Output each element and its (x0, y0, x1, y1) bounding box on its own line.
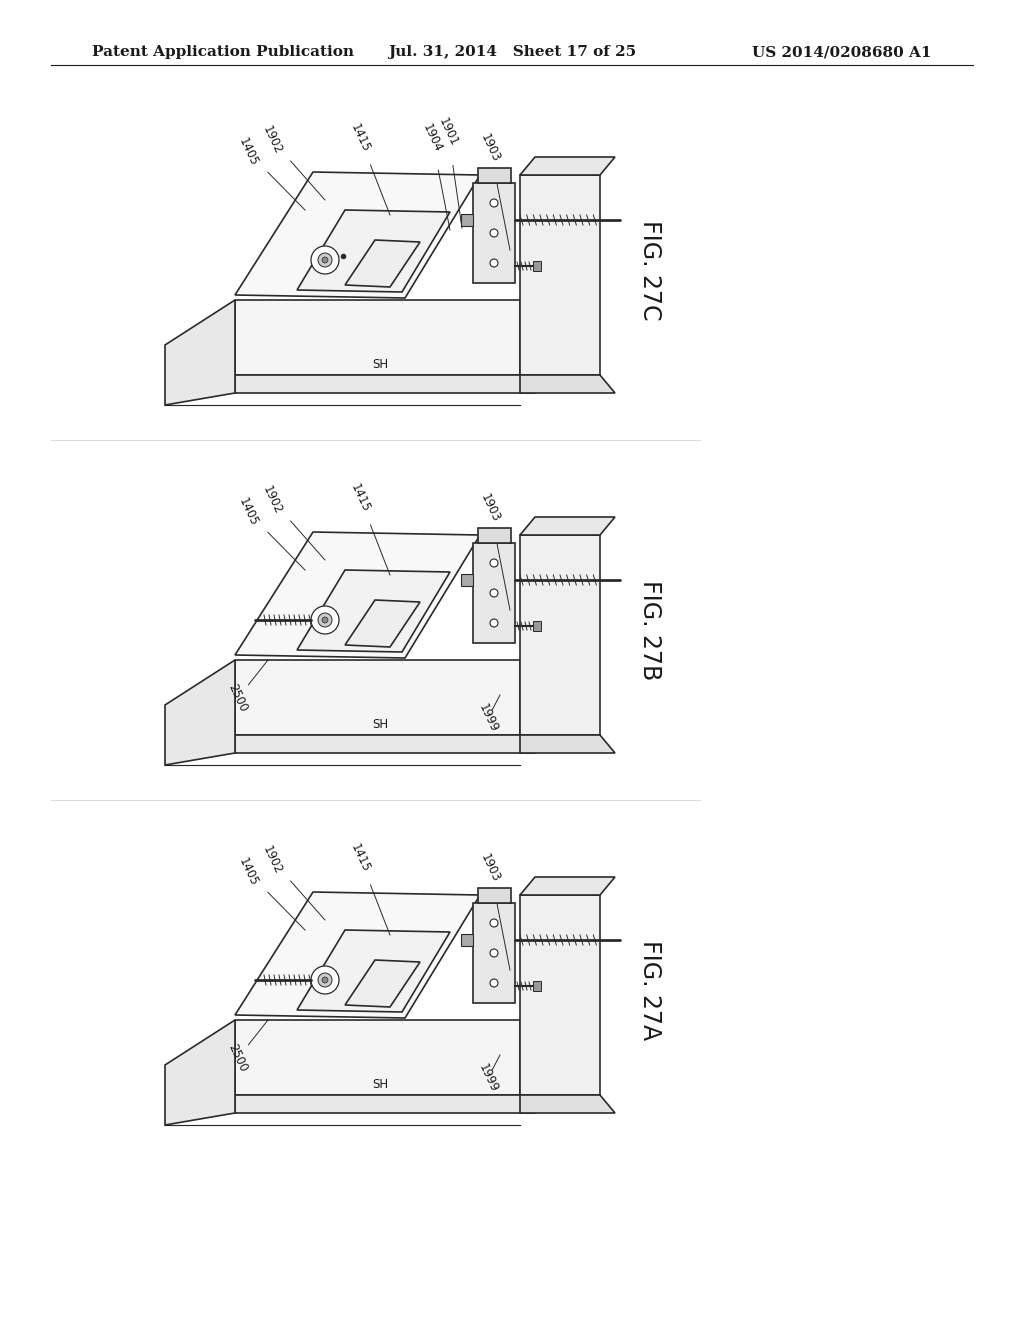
Polygon shape (520, 876, 615, 895)
Bar (461, 935, 473, 946)
Bar (461, 214, 473, 226)
Polygon shape (234, 660, 520, 735)
Polygon shape (520, 895, 600, 1096)
Circle shape (311, 246, 339, 275)
Polygon shape (234, 375, 535, 393)
Text: 1901: 1901 (436, 116, 460, 148)
Polygon shape (520, 535, 600, 735)
Text: 1405: 1405 (236, 496, 260, 528)
Bar (534, 620, 541, 631)
Polygon shape (478, 528, 511, 543)
Polygon shape (520, 176, 600, 375)
Circle shape (318, 253, 332, 267)
Text: 1405: 1405 (236, 136, 260, 168)
Circle shape (490, 949, 498, 957)
Text: 1405: 1405 (236, 855, 260, 888)
Circle shape (490, 228, 498, 238)
Circle shape (490, 589, 498, 597)
Polygon shape (234, 735, 535, 752)
Text: 1415: 1415 (348, 482, 372, 515)
Polygon shape (473, 543, 515, 643)
Text: 1902: 1902 (260, 843, 285, 876)
Polygon shape (520, 375, 615, 393)
Circle shape (318, 612, 332, 627)
Polygon shape (165, 660, 234, 766)
Polygon shape (234, 172, 480, 298)
Polygon shape (234, 532, 480, 657)
Circle shape (322, 616, 328, 623)
Circle shape (318, 973, 332, 987)
Text: 1415: 1415 (348, 842, 372, 874)
Text: 1902: 1902 (260, 124, 285, 156)
Text: 1903: 1903 (478, 132, 502, 164)
Text: Patent Application Publication: Patent Application Publication (92, 45, 354, 59)
Text: Jul. 31, 2014   Sheet 17 of 25: Jul. 31, 2014 Sheet 17 of 25 (388, 45, 636, 59)
Text: US 2014/0208680 A1: US 2014/0208680 A1 (753, 45, 932, 59)
Circle shape (490, 619, 498, 627)
Polygon shape (473, 183, 515, 282)
Polygon shape (345, 601, 420, 647)
Bar (534, 981, 541, 991)
Circle shape (490, 558, 498, 568)
Polygon shape (234, 1096, 535, 1113)
Text: 1902: 1902 (260, 483, 285, 516)
Polygon shape (345, 240, 420, 286)
Text: FIG. 27C: FIG. 27C (638, 219, 662, 321)
Bar (534, 261, 541, 271)
Polygon shape (234, 892, 480, 1018)
Text: 1415: 1415 (348, 121, 372, 154)
Polygon shape (234, 1020, 520, 1096)
Polygon shape (473, 903, 515, 1003)
Text: 2500: 2500 (226, 682, 250, 714)
Circle shape (311, 966, 339, 994)
Text: 1903: 1903 (478, 492, 502, 524)
Polygon shape (297, 931, 450, 1012)
Circle shape (490, 919, 498, 927)
Polygon shape (297, 210, 450, 292)
Polygon shape (165, 1020, 234, 1125)
Text: SH: SH (372, 718, 388, 731)
Bar (461, 574, 473, 586)
Polygon shape (478, 168, 511, 183)
Polygon shape (297, 570, 450, 652)
Polygon shape (520, 157, 615, 176)
Polygon shape (520, 735, 615, 752)
Polygon shape (234, 300, 520, 375)
Text: 2500: 2500 (226, 1041, 250, 1074)
Text: 1999: 1999 (476, 1061, 501, 1094)
Polygon shape (345, 960, 420, 1007)
Text: 1903: 1903 (478, 851, 502, 884)
Circle shape (490, 259, 498, 267)
Text: 1999: 1999 (476, 702, 501, 734)
Text: FIG. 27A: FIG. 27A (638, 940, 662, 1040)
Text: SH: SH (372, 1078, 388, 1092)
Circle shape (490, 199, 498, 207)
Circle shape (490, 979, 498, 987)
Text: FIG. 27B: FIG. 27B (638, 579, 662, 680)
Text: SH: SH (372, 359, 388, 371)
Polygon shape (520, 1096, 615, 1113)
Text: 1904: 1904 (420, 121, 444, 154)
Polygon shape (520, 517, 615, 535)
Polygon shape (478, 888, 511, 903)
Circle shape (322, 977, 328, 983)
Circle shape (311, 606, 339, 634)
Polygon shape (165, 300, 234, 405)
Circle shape (322, 257, 328, 263)
